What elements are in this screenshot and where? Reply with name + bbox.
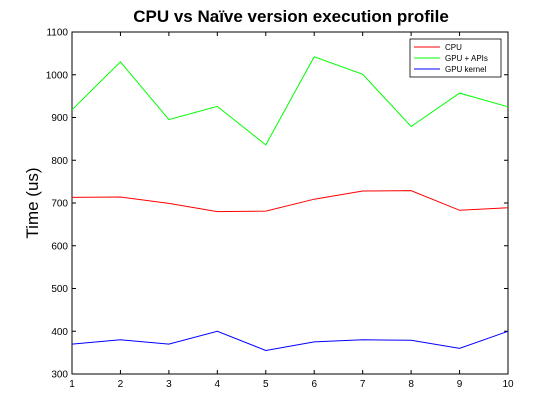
y-tick-label: 600 [51,241,68,252]
y-tick-label: 700 [51,199,68,210]
legend-label-gpu-apis: GPU + APIs [445,54,488,63]
x-tick-label: 5 [263,379,269,390]
chart-title: CPU vs Naïve version execution profile [133,7,449,26]
legend: CPU GPU + APIs GPU kernel [409,38,502,78]
y-tick-label: 1100 [46,28,68,39]
y-tick-label: 500 [51,284,68,295]
plot-box [71,31,509,375]
series-line-gpu-kernel [71,330,509,352]
legend-label-gpu-kernel: GPU kernel [445,65,487,74]
legend-label-cpu: CPU [445,43,462,52]
x-tick-label: 10 [502,379,514,390]
x-tick-label: 9 [457,379,463,390]
x-tick-label: 7 [360,379,366,390]
x-tick-label: 3 [166,379,172,390]
x-tick-label: 8 [408,379,414,390]
y-tick-label: 300 [51,370,68,381]
series-line-cpu [71,190,509,213]
series-line-gpu-apis [71,56,509,146]
x-tick-label: 6 [311,379,317,390]
y-tick-label: 800 [51,156,68,167]
y-axis-label: Time (us) [23,167,42,238]
x-tick-label: 4 [215,379,221,390]
x-tick-label: 2 [118,379,124,390]
plot-axes: 1 2 3 4 5 6 7 8 9 10 300 400 500 600 700 800 900 1000 1100 [46,28,514,391]
y-tick-label: 1000 [46,70,69,81]
y-tick-label: 900 [51,113,68,124]
y-tick-label: 400 [51,327,68,338]
x-tick-label: 1 [69,379,75,390]
series-lines [71,56,509,352]
